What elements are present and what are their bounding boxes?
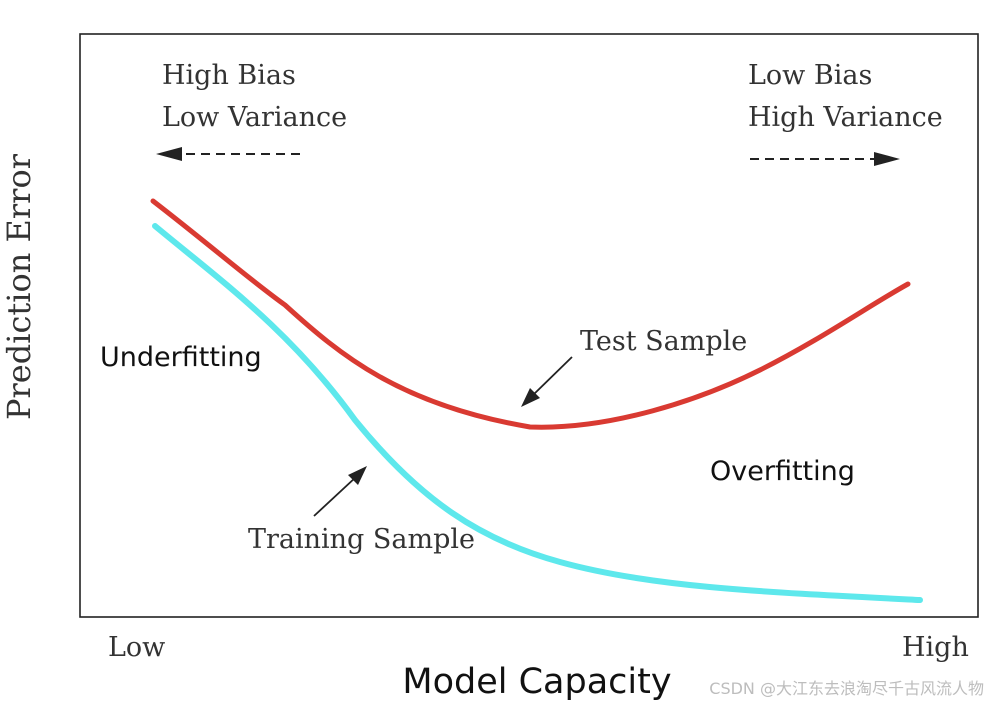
test-sample-curve — [150, 198, 911, 430]
left-annotation-line1: High Bias — [162, 60, 296, 91]
right-annotation-line2: High Variance — [748, 102, 943, 133]
x-high-label: High — [902, 632, 969, 663]
test-sample-label: Test Sample — [580, 326, 747, 357]
x-axis-label: Model Capacity — [402, 662, 671, 702]
left-annotation-line2: Low Variance — [162, 102, 347, 133]
underfitting-label: Underfitting — [100, 342, 262, 373]
right-annotation-line1: Low Bias — [748, 60, 872, 91]
training-sample-curve — [152, 223, 923, 603]
y-axis-label: Prediction Error — [0, 153, 38, 420]
right-dashed-arrow — [750, 152, 900, 166]
x-low-label: Low — [108, 632, 165, 663]
left-dashed-arrow — [156, 147, 300, 161]
test-sample-arrow — [521, 356, 573, 407]
overfitting-label: Overfitting — [710, 456, 855, 487]
plot-frame — [79, 33, 979, 618]
watermark-text: CSDN @大江东去浪淘尽千古风流人物 — [709, 679, 984, 698]
training-sample-arrow — [313, 466, 367, 517]
training-sample-label: Training Sample — [248, 524, 475, 555]
